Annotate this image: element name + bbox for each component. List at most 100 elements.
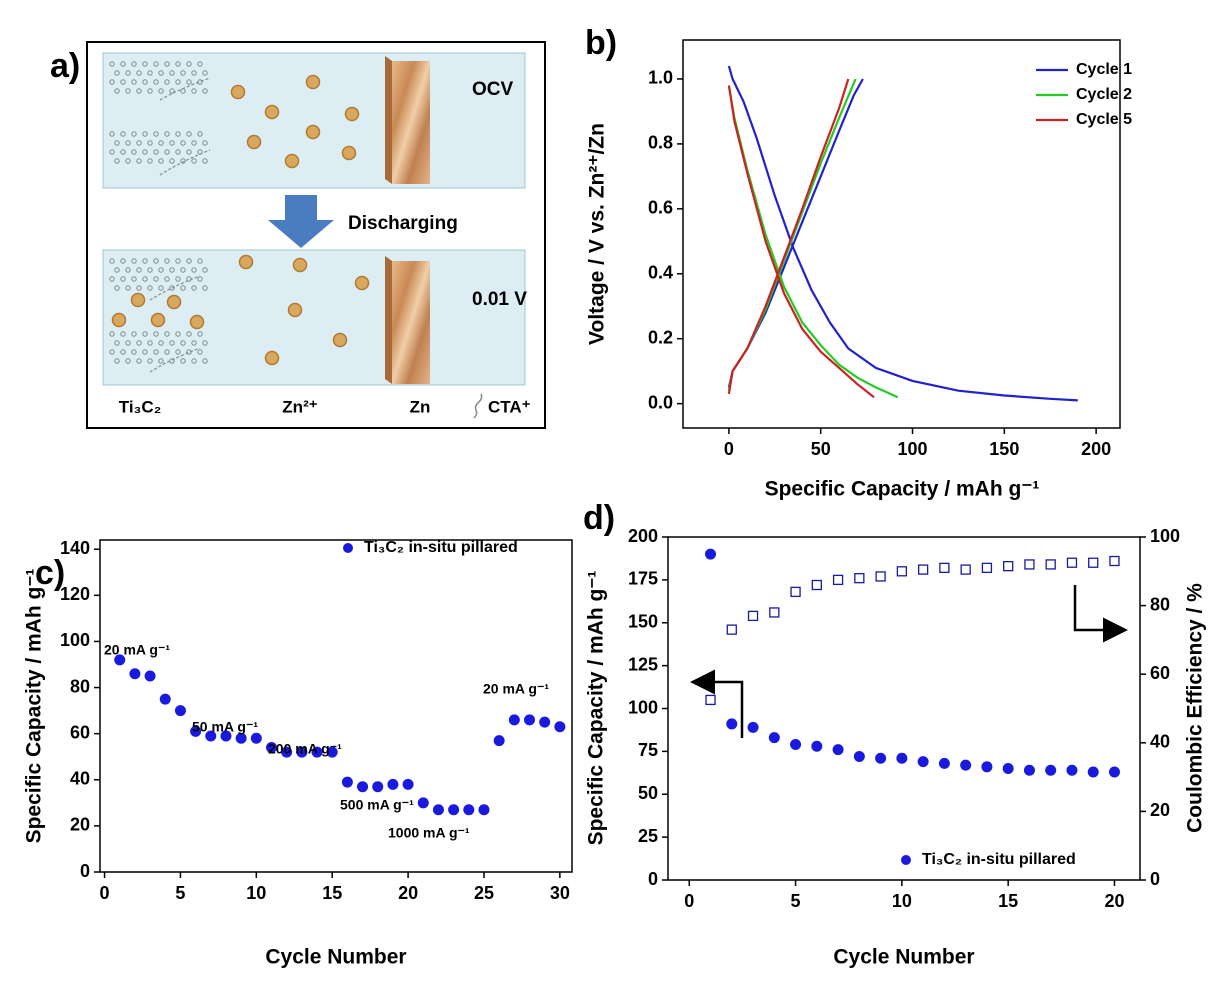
lattice-atom (120, 131, 126, 137)
zn-ion (305, 124, 321, 140)
lattice-atom (197, 61, 203, 67)
zn-ion (344, 106, 360, 122)
lattice-atom (191, 70, 197, 76)
lattice-atom (120, 149, 126, 155)
legend-label: Ti₃C₂ in-situ pillared (364, 539, 518, 556)
lattice-atom (164, 331, 170, 337)
lattice-atom (186, 61, 192, 67)
y-tick-label: 40 (70, 769, 90, 789)
x-tick-label: 0 (100, 883, 110, 903)
lattice-atom (147, 140, 153, 146)
panel-label: d) (583, 499, 615, 537)
lattice-atom (114, 358, 120, 364)
component-label: Ti₃C₂ (119, 397, 162, 416)
lattice-atom (142, 79, 148, 85)
lattice-atom (191, 88, 197, 94)
state-label: OCV (472, 79, 514, 100)
point (917, 564, 929, 575)
point (1087, 766, 1099, 778)
point (769, 607, 780, 618)
lattice-atom (202, 88, 208, 94)
legend-swatch (901, 855, 911, 865)
lattice-atom (191, 358, 197, 364)
lattice-atom (125, 70, 131, 76)
point (726, 624, 737, 635)
lattice-atom (142, 331, 148, 337)
lattice-atom (180, 70, 186, 76)
x-tick-label: 30 (550, 883, 570, 903)
lattice-atom (197, 276, 203, 282)
lattice-atom (169, 88, 175, 94)
zn-ion (264, 104, 280, 120)
lattice-atom (164, 349, 170, 355)
point (1088, 557, 1099, 568)
y-tick-label: 0.2 (648, 327, 673, 347)
point (790, 586, 801, 598)
point (768, 732, 780, 744)
lattice-atom (147, 70, 153, 76)
process-label: Discharging (348, 213, 458, 234)
y-tick-label: 20 (70, 815, 90, 835)
y-tick-label: 140 (60, 538, 90, 558)
x-tick-label: 15 (998, 891, 1018, 911)
x-tick-label: 0 (724, 439, 734, 459)
x-tick-label: 5 (791, 891, 801, 911)
x-axis-title: Cycle Number (265, 946, 406, 969)
x-tick-label: 50 (811, 439, 831, 459)
y2-tick-label: 0 (1150, 869, 1160, 889)
lattice-atom (180, 358, 186, 364)
cta-chain (149, 275, 201, 301)
y-tick-label: 0.0 (648, 392, 673, 412)
cell-panel (102, 249, 526, 386)
point (1066, 557, 1078, 568)
point (387, 778, 399, 790)
point (311, 746, 323, 758)
point (832, 574, 844, 586)
y-tick-label: 0.6 (648, 198, 673, 218)
x-tick-label: 200 (1081, 439, 1111, 459)
lattice-atom (164, 276, 170, 282)
cell-panel (102, 52, 526, 189)
point (281, 746, 293, 758)
lattice-atom (164, 258, 170, 264)
point (1023, 764, 1035, 776)
lattice-atom (202, 285, 208, 291)
lattice-atom (125, 340, 131, 346)
point (174, 705, 186, 717)
lattice-atom (180, 340, 186, 346)
x-tick-label: 20 (1104, 891, 1124, 911)
point (129, 668, 141, 680)
y2-axis-title: Coulombic Efficiency / % (1184, 583, 1207, 833)
lattice-atom (125, 140, 131, 146)
lattice-atom (136, 70, 142, 76)
axis-arrow (690, 669, 744, 738)
y2-tick-label: 20 (1150, 800, 1170, 820)
lattice-atom (169, 267, 175, 273)
cta-chain (149, 347, 201, 373)
panel-label: c) (35, 554, 65, 592)
component-label: Zn (410, 397, 431, 416)
x-tick-label: 20 (398, 883, 418, 903)
lattice-atom (186, 149, 192, 155)
lattice-atom (142, 149, 148, 155)
lattice-atom (175, 79, 181, 85)
x-axis-title: Cycle Number (833, 946, 974, 969)
axis-arrow (1073, 585, 1128, 643)
point (981, 562, 993, 574)
y-tick-label: 80 (70, 676, 90, 696)
diagram: a) OCV Discharging 0.01 V Ti₃C₂ Zn²⁺ Zn … (50, 41, 546, 429)
lattice-atom (120, 349, 126, 355)
x-axis-title: Specific Capacity / mAh g⁻¹ (765, 478, 1040, 501)
series-line (727, 78, 899, 399)
lattice-atom (136, 158, 142, 164)
lattice-atom (158, 340, 164, 346)
point (1066, 764, 1078, 776)
point (508, 714, 520, 726)
point (1003, 561, 1014, 572)
lattice-atom (147, 88, 153, 94)
point (250, 732, 262, 744)
lattice-atom (136, 88, 142, 94)
zn-ion (130, 292, 146, 308)
lattice-atom (109, 276, 115, 282)
point (960, 759, 972, 771)
